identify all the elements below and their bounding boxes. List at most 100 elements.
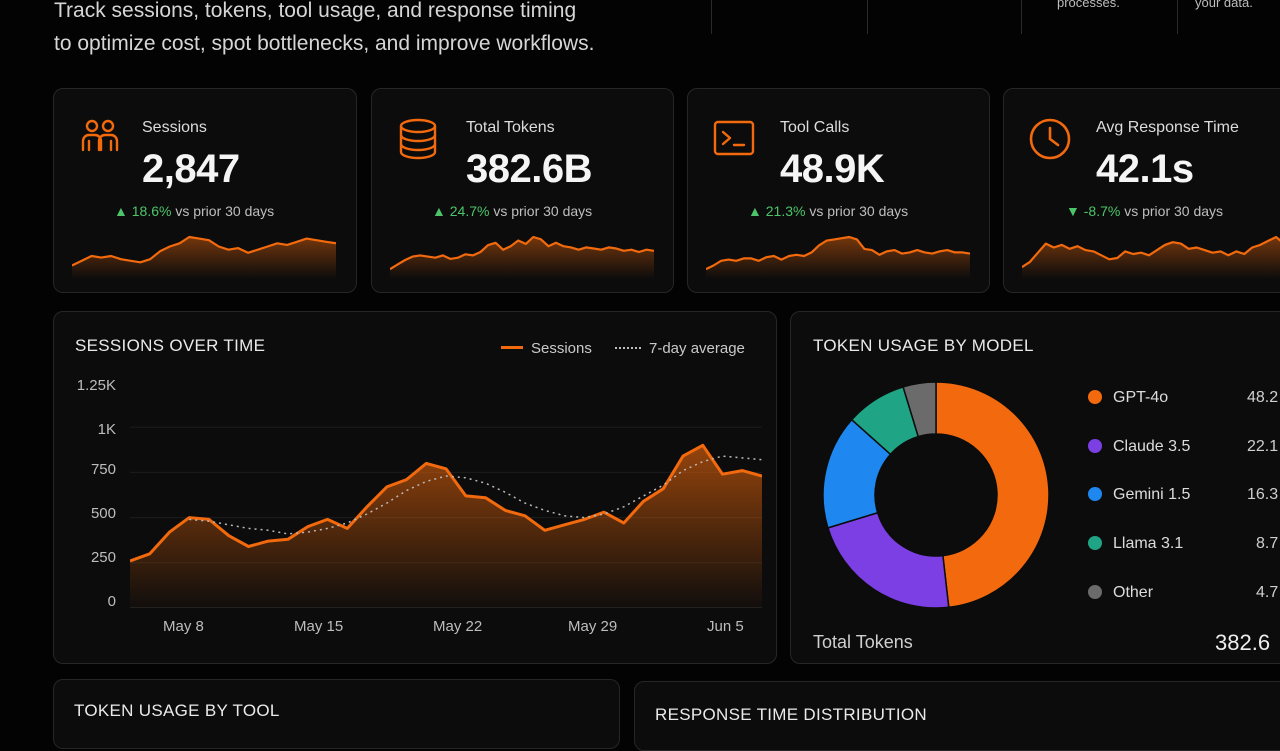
delta-suffix: vs prior 30 days <box>175 203 275 219</box>
delta-suffix: vs prior 30 days <box>809 203 909 219</box>
kpi-value: 42.1s <box>1096 147 1194 191</box>
panel-title: TOKEN USAGE BY TOOL <box>74 701 280 720</box>
legend-swatch <box>615 347 641 349</box>
legend-7-day-average[interactable]: 7-day average <box>615 340 745 357</box>
token-usage-by-tool-panel: TOKEN USAGE BY TOOL <box>53 679 620 749</box>
legend-label: Other <box>1113 584 1154 601</box>
x-tick-label: May 8 <box>163 618 204 635</box>
page-intro: Track sessions, tokens, tool usage, and … <box>54 0 594 60</box>
y-tick-label: 500 <box>90 505 116 522</box>
legend-gpt-4o[interactable]: GPT-4o <box>1088 389 1168 407</box>
legend-llama-3-1[interactable]: Llama 3.1 <box>1088 535 1183 553</box>
kpi-delta: ▲ 21.3% vs prior 30 days <box>748 203 908 219</box>
legend-label: GPT-4o <box>1113 389 1169 406</box>
legend-dot <box>1088 487 1102 501</box>
sparkline-area <box>1022 237 1280 279</box>
kpi-value: 48.9K <box>780 147 885 191</box>
kpi-value: 2,847 <box>142 147 240 191</box>
tool-calls-sparkline <box>706 235 970 279</box>
legend-swatch <box>501 346 523 349</box>
delta-percent: ▲ 18.6% <box>114 203 172 219</box>
token-usage-by-model-panel: TOKEN USAGE BY MODEL GPT-4o Claude 3.5 G… <box>790 311 1280 664</box>
legend-other[interactable]: Other <box>1088 584 1153 602</box>
legend-dot <box>1088 439 1102 453</box>
sessions-area-chart[interactable] <box>130 382 762 608</box>
panel-title: RESPONSE TIME DISTRIBUTION <box>655 705 927 724</box>
legend-dot <box>1088 390 1102 404</box>
kpi-delta: ▲ 24.7% vs prior 30 days <box>432 203 592 219</box>
divider <box>711 0 712 34</box>
kpi-card-avg-response-time[interactable]: Avg Response Time 42.1s ▼ -8.7% vs prior… <box>1003 88 1280 293</box>
tokens-sparkline <box>390 235 654 279</box>
sparkline-line <box>1022 235 1280 269</box>
legend-label: Sessions <box>531 340 592 357</box>
kpi-label: Total Tokens <box>466 119 555 136</box>
legend-sessions[interactable]: Sessions <box>501 340 592 357</box>
sparkline-line <box>706 235 970 271</box>
y-tick-label: 1.25K <box>76 377 116 394</box>
sparkline-area <box>706 237 970 279</box>
legend-claude-3-5[interactable]: Claude 3.5 <box>1088 438 1190 456</box>
legend-label: Claude 3.5 <box>1113 438 1191 455</box>
legend-value: 16.3 <box>1247 486 1279 503</box>
sessions-sparkline <box>72 235 336 279</box>
legend-value: 22.1 <box>1247 438 1279 455</box>
sparkline-area <box>72 237 336 279</box>
kpi-label: Tool Calls <box>780 119 850 136</box>
response-time-distribution-panel: RESPONSE TIME DISTRIBUTION <box>634 681 1280 751</box>
delta-percent: ▲ 21.3% <box>748 203 806 219</box>
sessions-over-time-panel: SESSIONS OVER TIME Sessions 7-day averag… <box>53 311 777 664</box>
divider <box>867 0 868 34</box>
total-tokens-label: Total Tokens <box>813 632 913 652</box>
sessions-line[interactable] <box>130 443 762 563</box>
panel-title: TOKEN USAGE BY MODEL <box>813 336 1034 355</box>
legend-label: 7-day average <box>649 340 745 357</box>
kpi-card-sessions[interactable]: Sessions 2,847 ▲ 18.6% vs prior 30 days <box>53 88 357 293</box>
y-tick-label: 1K <box>97 421 116 438</box>
legend-value: 48.2 <box>1247 389 1279 406</box>
sparkline-line <box>390 235 654 271</box>
x-tick-label: May 29 <box>568 618 618 635</box>
legend-gemini-1-5[interactable]: Gemini 1.5 <box>1088 486 1190 504</box>
legend-value: 4.7 <box>1256 584 1279 601</box>
sparkline-area <box>390 237 654 279</box>
kpi-value: 382.6B <box>466 147 592 191</box>
kpi-card-total-tokens[interactable]: Total Tokens 382.6B ▲ 24.7% vs prior 30 … <box>371 88 674 293</box>
legend-label: Llama 3.1 <box>1113 535 1184 552</box>
delta-percent: ▲ 24.7% <box>432 203 490 219</box>
divider <box>1021 0 1022 34</box>
clock-icon <box>1029 118 1071 160</box>
kpi-delta: ▲ 18.6% vs prior 30 days <box>114 203 274 219</box>
intro-line-2: to optimize cost, spot bottlenecks, and … <box>54 32 595 55</box>
seven-day-average-line[interactable] <box>189 455 762 535</box>
kpi-card-tool-calls[interactable]: Tool Calls 48.9K ▲ 21.3% vs prior 30 day… <box>687 88 990 293</box>
delta-suffix: vs prior 30 days <box>1124 203 1224 219</box>
database-icon <box>399 118 437 160</box>
intro-line-1: Track sessions, tokens, tool usage, and … <box>54 0 577 22</box>
delta-percent: ▼ -8.7% <box>1066 203 1121 219</box>
terminal-icon <box>713 120 755 156</box>
y-tick-label: 750 <box>90 461 116 478</box>
x-tick-label: May 15 <box>294 618 344 635</box>
feature-text-fragment: your data. <box>1195 0 1253 10</box>
feature-text-fragment: processes. <box>1057 0 1120 10</box>
legend-label: Gemini 1.5 <box>1113 486 1191 503</box>
donut-slice-other[interactable] <box>902 381 937 438</box>
donut-slice-gpt-4o[interactable] <box>935 381 1050 609</box>
total-tokens-value: 382.6 <box>1215 630 1271 655</box>
users-icon <box>81 119 119 152</box>
legend-value: 8.7 <box>1256 535 1279 552</box>
y-tick-label: 250 <box>90 549 116 566</box>
kpi-label: Sessions <box>142 119 207 136</box>
x-tick-label: May 22 <box>433 618 483 635</box>
x-tick-label: Jun 5 <box>707 618 744 635</box>
response-time-sparkline <box>1022 235 1280 279</box>
delta-suffix: vs prior 30 days <box>493 203 593 219</box>
token-donut-chart[interactable] <box>821 380 1051 610</box>
legend-dot <box>1088 536 1102 550</box>
panel-title: SESSIONS OVER TIME <box>75 336 266 355</box>
donut-slice-claude-3-5[interactable] <box>826 511 950 609</box>
sparkline-line <box>72 235 336 267</box>
kpi-label: Avg Response Time <box>1096 119 1239 136</box>
sessions-area-fill <box>130 445 762 608</box>
